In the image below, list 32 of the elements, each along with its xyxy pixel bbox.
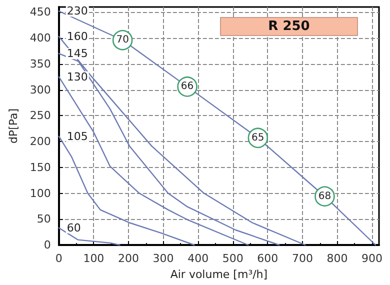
y-tick-label: 250 <box>30 109 51 122</box>
y-tick-label: 350 <box>30 57 51 70</box>
x-tick-label: 100 <box>83 252 104 265</box>
series-label: 105 <box>66 130 88 143</box>
annotation: 66 <box>180 81 194 92</box>
annotation: 65 <box>252 132 264 144</box>
y-axis-title: dP[Pa] <box>7 108 20 144</box>
y-tick-label: 450 <box>30 6 51 19</box>
annotation: 70 <box>116 34 129 46</box>
x-tick-label: 800 <box>326 252 348 265</box>
x-tick-label: 200 <box>118 252 139 265</box>
x-tick-label: 900 <box>362 252 383 265</box>
series-label: 160 <box>66 30 88 43</box>
x-axis-title: Air volume [m³/h] <box>170 268 268 281</box>
y-tick-label: 400 <box>30 32 51 45</box>
x-tick-label: 600 <box>257 252 278 265</box>
x-tick-label: 500 <box>222 252 244 265</box>
series-label: 145 <box>66 47 88 60</box>
series-label: 230 <box>66 4 88 18</box>
annotation: 68 <box>318 190 332 202</box>
x-tick-label: 700 <box>292 252 313 265</box>
series-label: 130 <box>66 70 88 84</box>
x-tick-label: 300 <box>152 252 174 265</box>
y-tick-label: 0 <box>44 238 51 252</box>
y-tick-label: 100 <box>30 186 51 200</box>
x-tick-label: 0 <box>55 252 62 265</box>
y-tick-label: 150 <box>30 160 51 174</box>
series-label: 60 <box>66 221 81 234</box>
y-tick-label: 50 <box>36 212 51 226</box>
x-tick-label: 400 <box>188 252 209 265</box>
y-tick-label: 200 <box>30 135 51 148</box>
y-tick-label: 300 <box>30 83 51 96</box>
